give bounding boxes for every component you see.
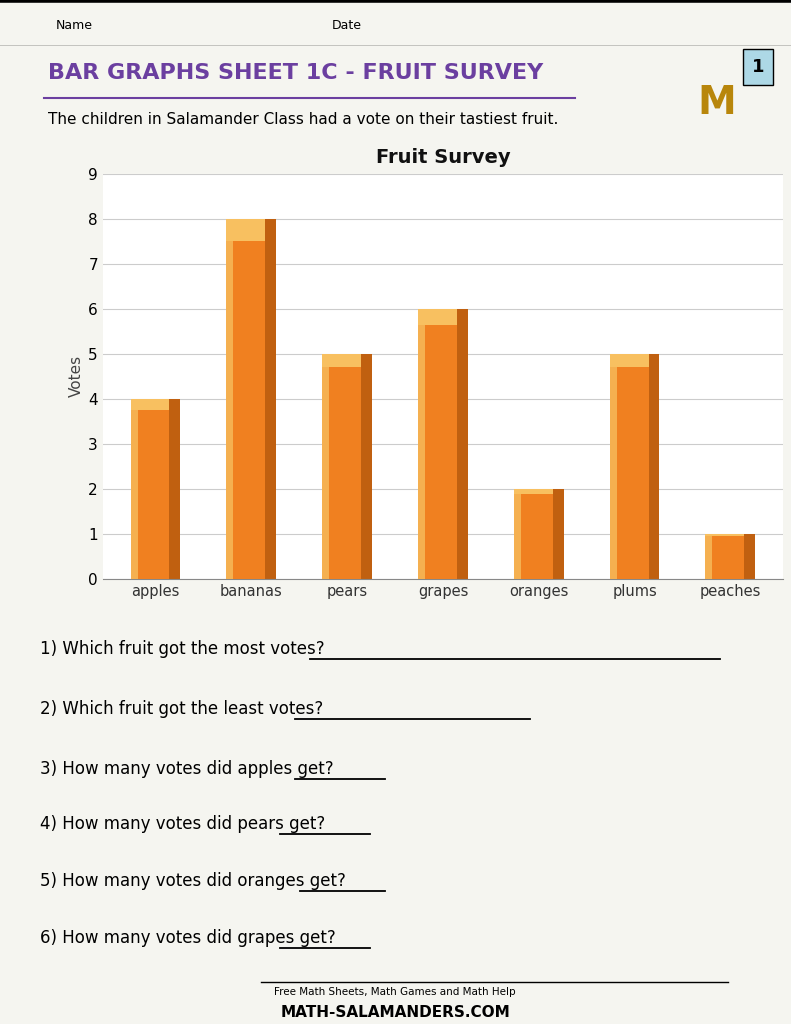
- Bar: [226, 219, 265, 241]
- Bar: [647, 354, 660, 579]
- Bar: [456, 309, 467, 579]
- Bar: [131, 398, 169, 410]
- Text: 6) How many votes did grapes get?: 6) How many votes did grapes get?: [40, 929, 335, 947]
- Bar: [610, 354, 649, 579]
- Bar: [514, 488, 553, 579]
- Text: 5) How many votes did oranges get?: 5) How many votes did oranges get?: [40, 872, 346, 890]
- Text: 2) Which fruit got the least votes?: 2) Which fruit got the least votes?: [40, 700, 324, 719]
- Bar: [418, 309, 457, 579]
- Bar: [168, 398, 180, 579]
- Bar: [131, 398, 169, 579]
- Bar: [322, 354, 361, 579]
- Bar: [226, 219, 233, 579]
- Bar: [743, 534, 755, 579]
- Bar: [360, 354, 372, 579]
- Bar: [322, 354, 329, 579]
- Bar: [322, 354, 361, 368]
- Text: Date: Date: [332, 18, 362, 32]
- Bar: [610, 354, 617, 579]
- Bar: [706, 534, 713, 579]
- FancyBboxPatch shape: [743, 49, 774, 85]
- Text: M: M: [697, 84, 736, 122]
- Bar: [706, 534, 744, 537]
- Bar: [226, 219, 265, 579]
- Bar: [514, 488, 520, 579]
- Bar: [131, 398, 138, 579]
- Bar: [551, 488, 564, 579]
- Text: Name: Name: [55, 18, 93, 32]
- Bar: [418, 309, 425, 579]
- Bar: [706, 534, 744, 579]
- Text: 3) How many votes did apples get?: 3) How many votes did apples get?: [40, 761, 334, 778]
- Text: 1) Which fruit got the most votes?: 1) Which fruit got the most votes?: [40, 640, 324, 658]
- Bar: [418, 309, 457, 325]
- Text: MATH-SALAMANDERS.COM: MATH-SALAMANDERS.COM: [280, 1005, 510, 1020]
- Text: The children in Salamander Class had a vote on their tastiest fruit.: The children in Salamander Class had a v…: [47, 113, 558, 127]
- Bar: [610, 354, 649, 368]
- Y-axis label: Votes: Votes: [69, 355, 84, 397]
- Bar: [514, 488, 553, 494]
- Text: 4) How many votes did pears get?: 4) How many votes did pears get?: [40, 815, 325, 834]
- Text: BAR GRAPHS SHEET 1C - FRUIT SURVEY: BAR GRAPHS SHEET 1C - FRUIT SURVEY: [47, 62, 543, 83]
- Text: Free Math Sheets, Math Games and Math Help: Free Math Sheets, Math Games and Math He…: [274, 987, 516, 997]
- Title: Fruit Survey: Fruit Survey: [376, 148, 510, 167]
- Text: 1: 1: [751, 58, 764, 76]
- Bar: [263, 219, 276, 579]
